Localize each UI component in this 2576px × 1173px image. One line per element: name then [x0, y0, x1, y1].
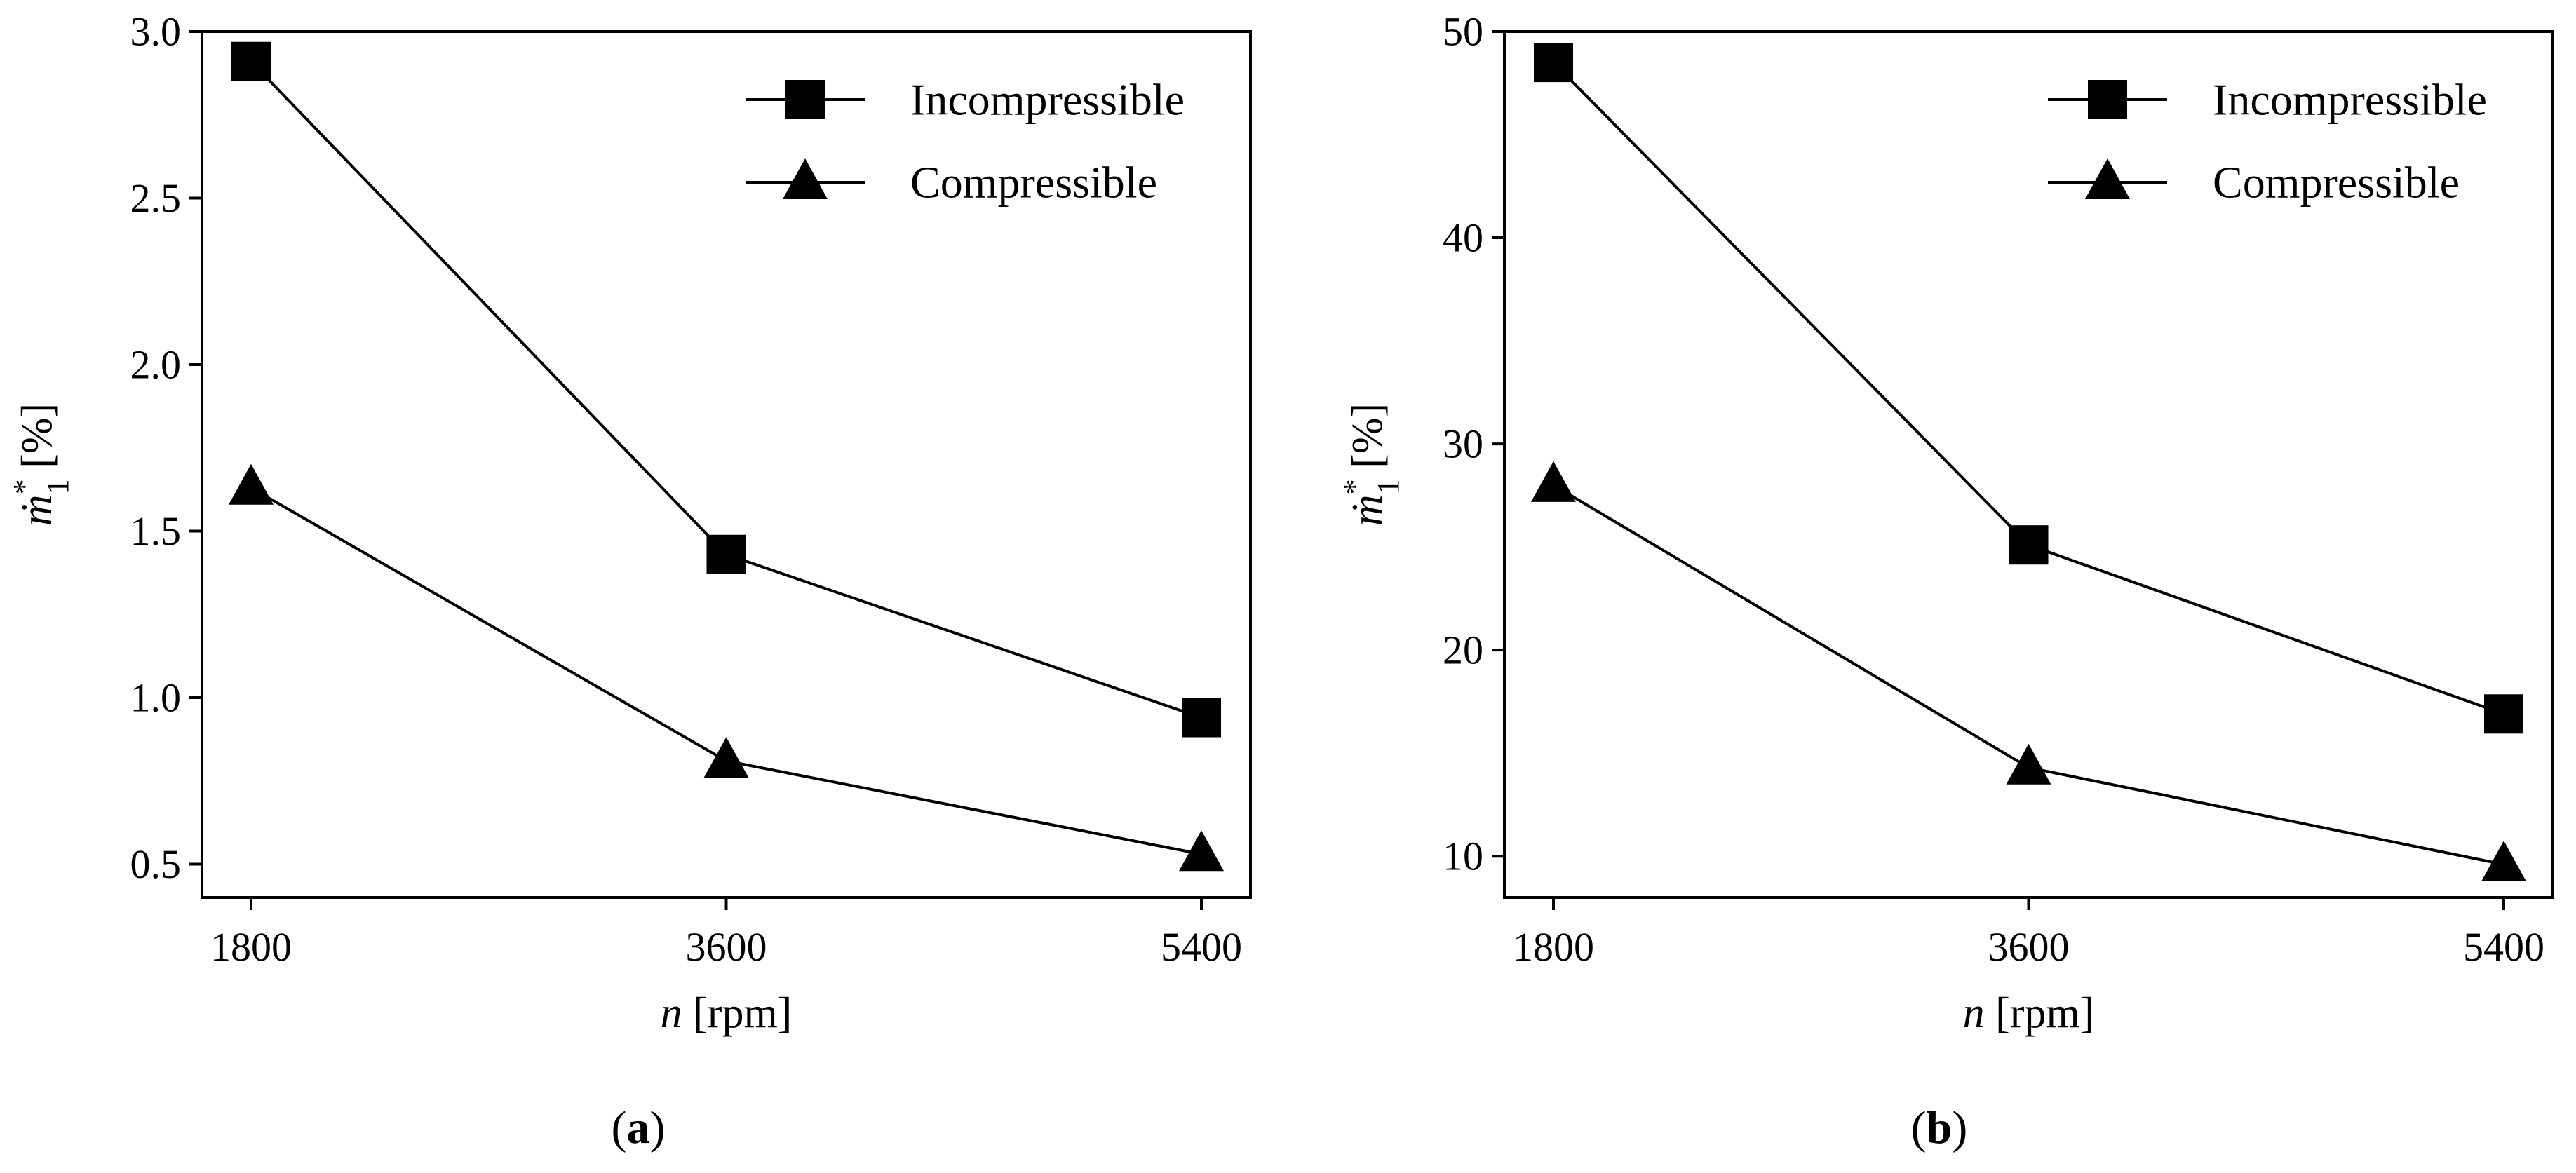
legend-marker-triangle: [783, 158, 828, 199]
y-tick-label: 20: [1443, 628, 1483, 673]
legend-label: Incompressible: [910, 75, 1185, 125]
y-tick-label: 0.5: [130, 841, 182, 887]
y-tick-label: 3.0: [130, 9, 182, 55]
data-point-compressible: [703, 737, 749, 778]
x-tick-label: 3600: [686, 924, 767, 970]
y-tick-label: 2.0: [130, 342, 182, 388]
data-point-compressible: [2006, 743, 2051, 785]
panel-label: (a): [612, 1102, 666, 1153]
legend-label: Incompressible: [2213, 75, 2487, 125]
legend-marker-triangle: [2085, 158, 2130, 199]
legend-marker-square: [785, 80, 825, 119]
data-point-incompressible: [2484, 694, 2523, 734]
y-tick-label: 1.0: [130, 675, 182, 721]
x-tick-label: 5400: [1161, 924, 1242, 970]
y-axis-label: ṁ*1 [%]: [7, 403, 75, 526]
data-point-incompressible: [1534, 43, 1573, 83]
y-tick-label: 2.5: [130, 175, 182, 221]
panel-label: (b): [1911, 1102, 1968, 1153]
y-tick-label: 50: [1443, 9, 1483, 55]
x-tick-label: 5400: [2463, 924, 2544, 970]
y-tick-label: 1.5: [130, 508, 182, 554]
data-point-compressible: [1531, 461, 1576, 502]
chart-panel-2: 10 20 30 40 50 1800 3600 5400 n [rpm] ṁ*1 [%] Inco…: [1337, 9, 2554, 1153]
data-point-incompressible: [706, 534, 746, 574]
data-point-compressible: [229, 463, 274, 505]
y-tick-label: 10: [1443, 834, 1483, 879]
y-axis-label: ṁ*1 [%]: [1337, 403, 1405, 526]
data-point-incompressible: [231, 41, 271, 81]
legend-marker-square: [2088, 80, 2127, 119]
legend-label: Compressible: [910, 158, 1157, 208]
y-tick-label: 40: [1443, 215, 1483, 261]
x-tick-label: 3600: [1988, 924, 2070, 970]
x-axis-label: n [rpm]: [1963, 989, 2095, 1037]
y-tick-label: 30: [1443, 421, 1483, 467]
data-point-incompressible: [2009, 525, 2049, 565]
x-tick-label: 1800: [210, 924, 292, 970]
x-tick-label: 1800: [1513, 924, 1594, 970]
data-point-incompressible: [1182, 698, 1221, 738]
x-axis-label: n [rpm]: [661, 989, 793, 1037]
data-point-compressible: [2481, 840, 2526, 881]
data-point-compressible: [1179, 830, 1224, 872]
chart-panel-1: 0.5 1.0 1.5 2.0 2.5 3.0 1800 3600 5400 n [rpm] ṁ*1…: [7, 9, 1252, 1153]
legend-label: Compressible: [2213, 158, 2460, 208]
